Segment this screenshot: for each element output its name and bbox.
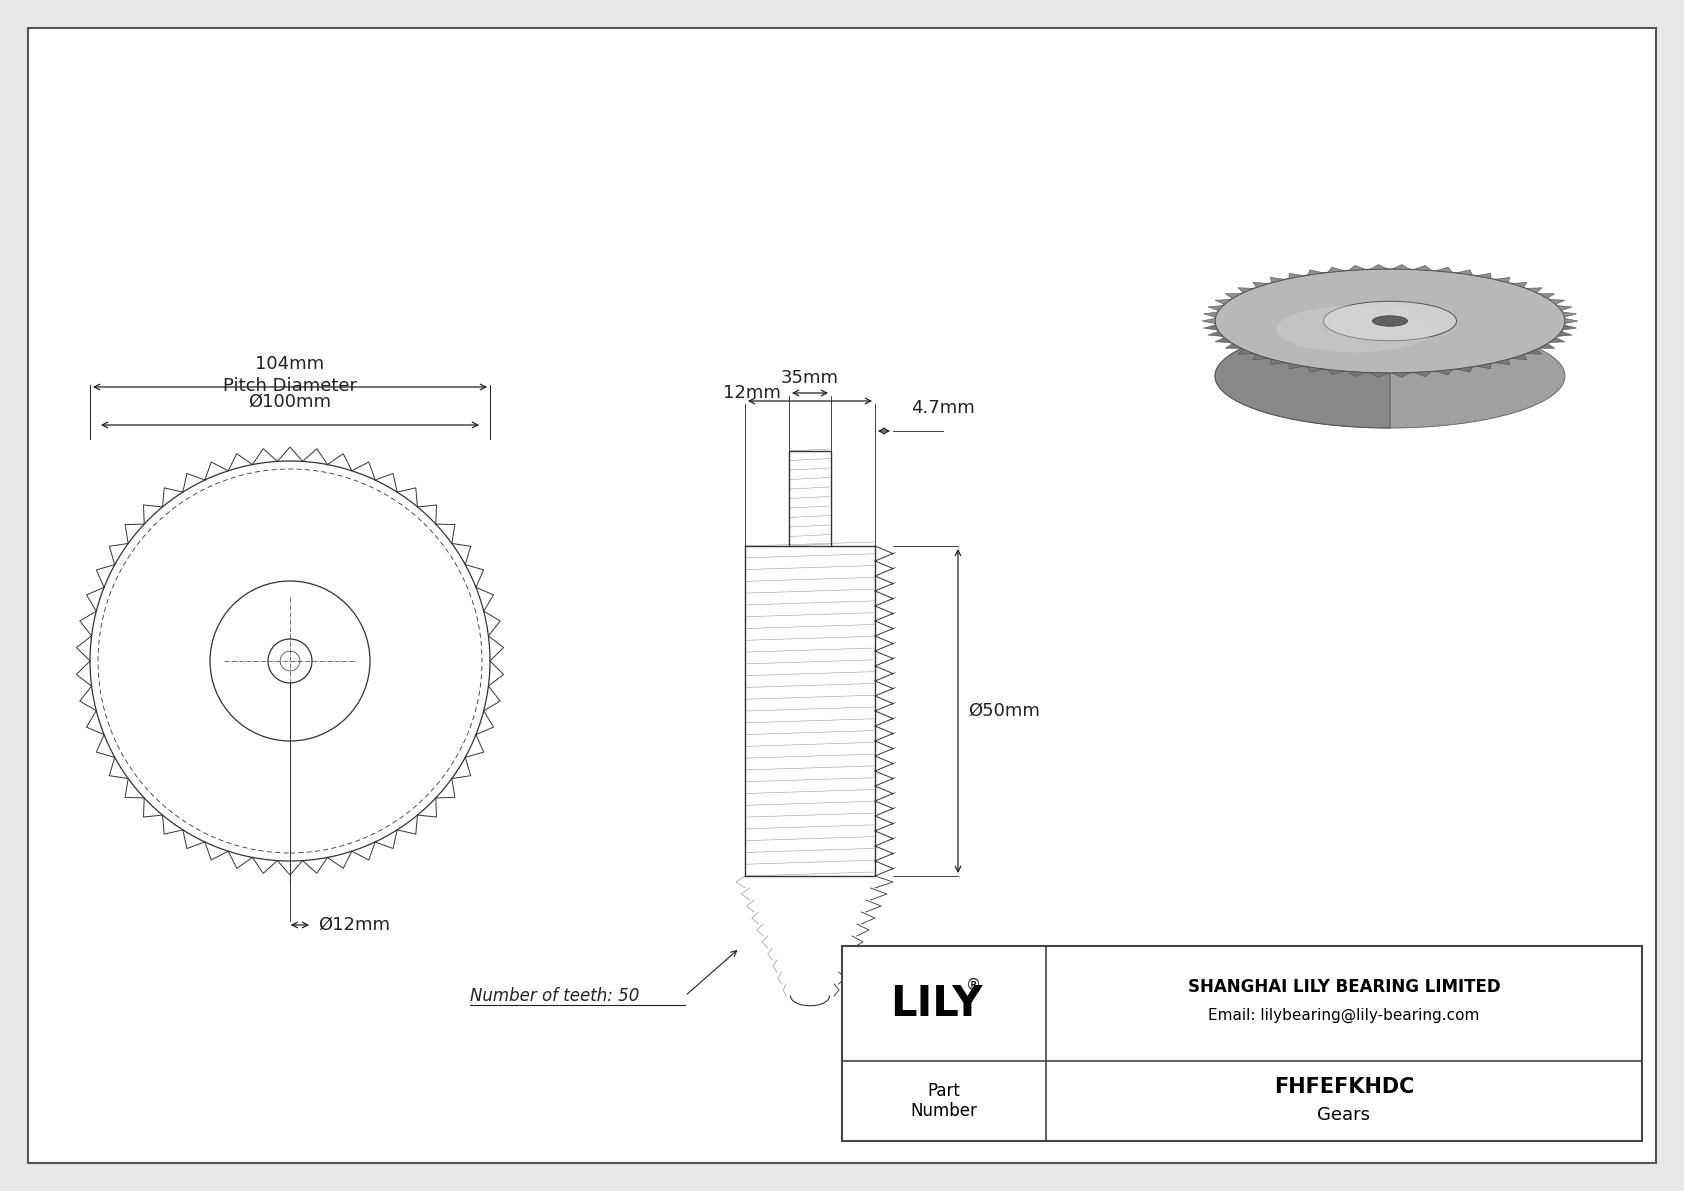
Polygon shape bbox=[1436, 369, 1452, 375]
Text: SHANGHAI LILY BEARING LIMITED: SHANGHAI LILY BEARING LIMITED bbox=[1187, 979, 1500, 997]
Ellipse shape bbox=[1324, 301, 1457, 341]
Polygon shape bbox=[1349, 266, 1366, 270]
Text: Ø100mm: Ø100mm bbox=[249, 393, 332, 411]
Polygon shape bbox=[1457, 270, 1472, 275]
Polygon shape bbox=[1511, 282, 1527, 287]
Polygon shape bbox=[1327, 267, 1344, 273]
Polygon shape bbox=[1238, 288, 1255, 293]
Polygon shape bbox=[1204, 312, 1218, 317]
Polygon shape bbox=[1549, 338, 1564, 343]
Polygon shape bbox=[1253, 355, 1268, 360]
Text: 4.7mm: 4.7mm bbox=[911, 399, 975, 417]
Polygon shape bbox=[1549, 299, 1564, 305]
Polygon shape bbox=[1526, 349, 1543, 354]
Polygon shape bbox=[1207, 306, 1223, 311]
Polygon shape bbox=[1216, 299, 1231, 305]
Text: Part
Number: Part Number bbox=[911, 1081, 977, 1121]
Polygon shape bbox=[1308, 270, 1324, 275]
Polygon shape bbox=[1563, 325, 1576, 330]
Text: Ø12mm: Ø12mm bbox=[318, 916, 391, 934]
Text: Pitch Diameter: Pitch Diameter bbox=[222, 378, 357, 395]
Polygon shape bbox=[1415, 372, 1431, 376]
Polygon shape bbox=[1202, 318, 1216, 324]
Text: Number of teeth: 50: Number of teeth: 50 bbox=[470, 987, 640, 1005]
Polygon shape bbox=[1207, 331, 1223, 336]
Polygon shape bbox=[1495, 360, 1511, 364]
Polygon shape bbox=[1436, 267, 1452, 273]
Polygon shape bbox=[1563, 312, 1576, 317]
Polygon shape bbox=[1558, 331, 1573, 336]
Polygon shape bbox=[1270, 278, 1285, 282]
Polygon shape bbox=[1226, 294, 1241, 298]
Polygon shape bbox=[1327, 369, 1344, 375]
Polygon shape bbox=[1539, 344, 1554, 348]
Polygon shape bbox=[1204, 325, 1218, 330]
Polygon shape bbox=[1393, 373, 1410, 378]
Polygon shape bbox=[1477, 363, 1490, 369]
Polygon shape bbox=[1216, 338, 1231, 343]
Polygon shape bbox=[1415, 266, 1431, 270]
Polygon shape bbox=[1564, 318, 1578, 324]
Polygon shape bbox=[1226, 344, 1241, 348]
Polygon shape bbox=[1270, 360, 1285, 364]
Text: 35mm: 35mm bbox=[781, 369, 839, 387]
Bar bbox=[842, 946, 1642, 1141]
Polygon shape bbox=[1253, 282, 1268, 287]
Text: FHFEFKHDC: FHFEFKHDC bbox=[1273, 1077, 1415, 1097]
Polygon shape bbox=[1216, 269, 1389, 428]
Text: LILY: LILY bbox=[889, 983, 982, 1024]
Ellipse shape bbox=[1214, 324, 1564, 428]
Polygon shape bbox=[1526, 288, 1543, 293]
Polygon shape bbox=[1371, 264, 1388, 269]
Polygon shape bbox=[1457, 367, 1472, 372]
Polygon shape bbox=[1477, 273, 1490, 279]
Polygon shape bbox=[1349, 372, 1366, 376]
Polygon shape bbox=[1495, 278, 1511, 282]
Text: 104mm: 104mm bbox=[256, 355, 325, 373]
Polygon shape bbox=[1539, 294, 1554, 298]
Polygon shape bbox=[1511, 355, 1527, 360]
Polygon shape bbox=[1288, 273, 1303, 279]
Text: Email: lilybearing@lily-bearing.com: Email: lilybearing@lily-bearing.com bbox=[1209, 1008, 1480, 1023]
Ellipse shape bbox=[1214, 269, 1564, 373]
Polygon shape bbox=[1288, 363, 1303, 369]
Polygon shape bbox=[1308, 367, 1324, 372]
Ellipse shape bbox=[1276, 306, 1433, 353]
Polygon shape bbox=[1371, 373, 1388, 378]
Polygon shape bbox=[1238, 349, 1255, 354]
Text: ®: ® bbox=[967, 978, 982, 993]
Polygon shape bbox=[1558, 306, 1573, 311]
Text: Gears: Gears bbox=[1317, 1106, 1371, 1124]
Polygon shape bbox=[1393, 264, 1410, 269]
Ellipse shape bbox=[1372, 316, 1408, 326]
Text: 12mm: 12mm bbox=[722, 384, 781, 403]
Text: Ø50mm: Ø50mm bbox=[968, 701, 1041, 721]
